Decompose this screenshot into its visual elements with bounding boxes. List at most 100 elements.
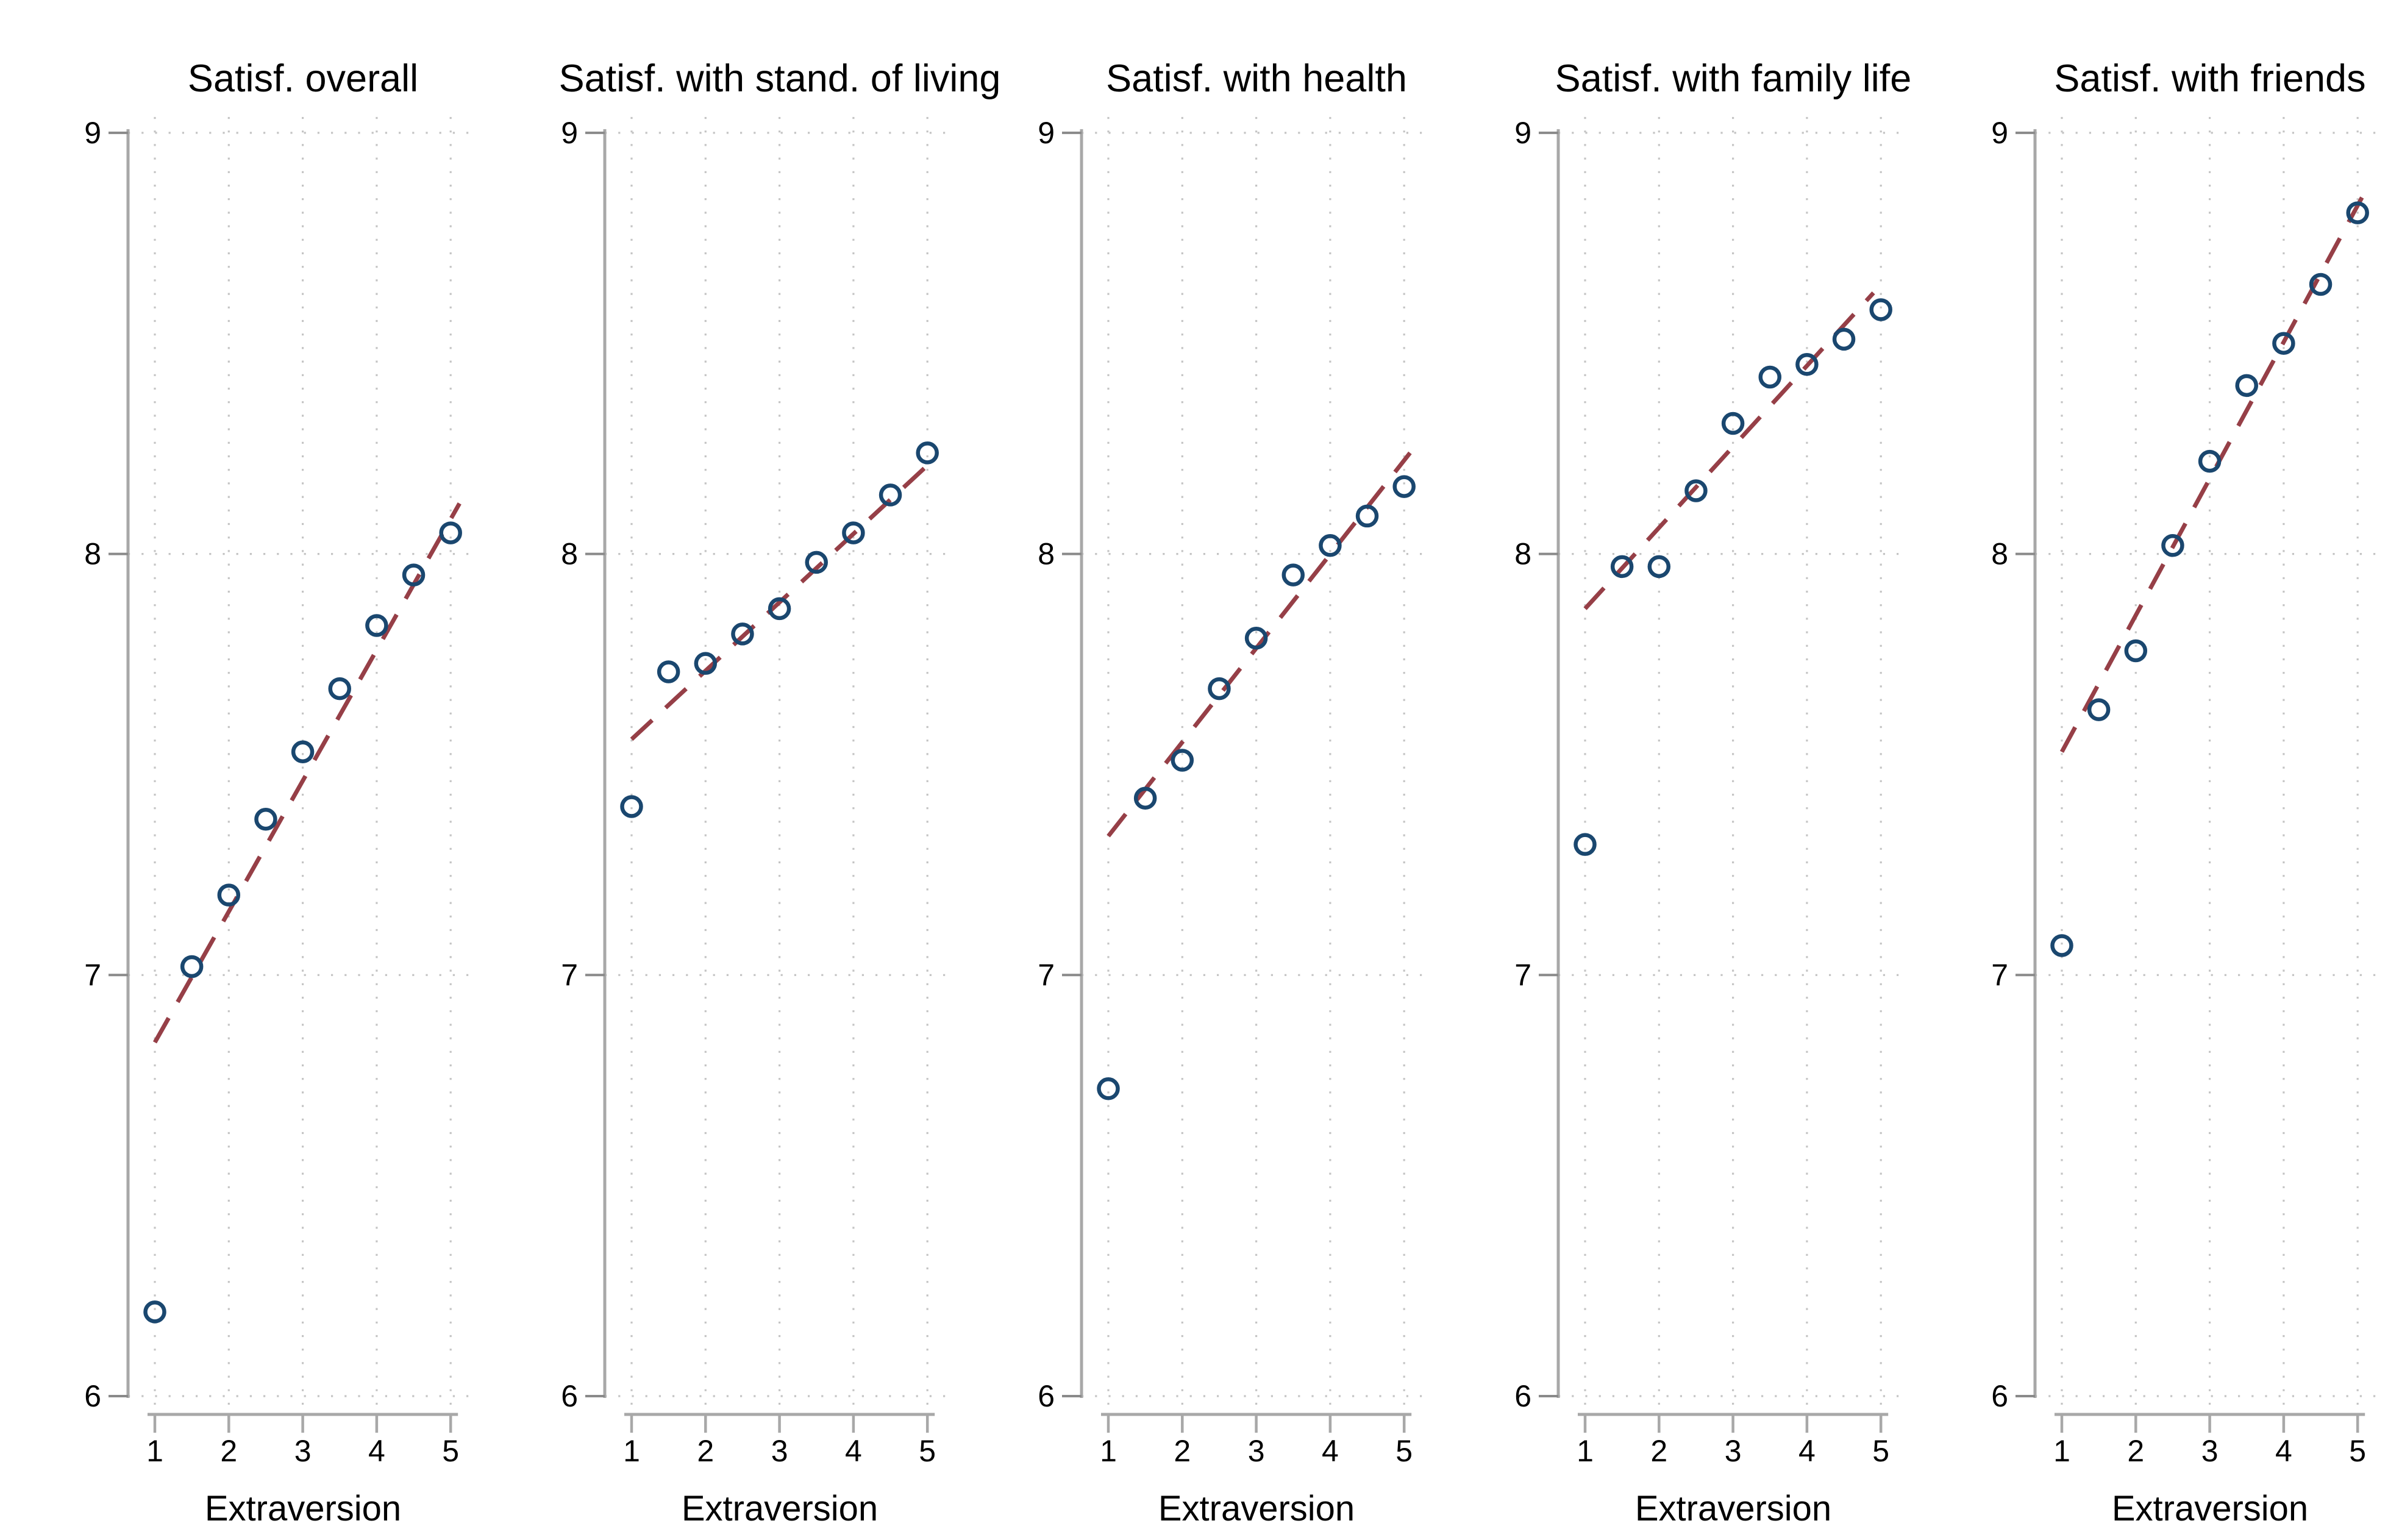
data-point (1574, 833, 1597, 856)
y-tick-label: 9 (1991, 116, 2008, 150)
data-point (1610, 555, 1634, 579)
y-tick-label: 6 (84, 1379, 101, 1413)
chart-title: Satisf. with friends (2054, 57, 2366, 100)
data-point (842, 521, 865, 544)
data-point (916, 441, 939, 465)
data-point (1133, 786, 1157, 810)
data-point (2309, 273, 2333, 296)
scatter-plot: 6 7 8 9 1 2 3 4 5 (561, 116, 955, 1468)
scatter-plot: 6 7 8 9 1 2 3 4 5 (1991, 116, 2385, 1468)
y-tick-label: 8 (1514, 537, 1531, 571)
fit-line (1107, 451, 1412, 838)
y-tick-label: 7 (1991, 958, 2008, 992)
panel-satisf-overall: Satisf. overall 6 7 8 9 1 2 3 4 5 Extraversion (2, 0, 479, 1540)
data-point (1721, 412, 1745, 435)
y-tick-label: 8 (1038, 537, 1055, 571)
data-point (1319, 534, 1342, 557)
data-point (1281, 563, 1305, 586)
data-point (805, 551, 828, 574)
y-tick-label: 6 (1038, 1379, 1055, 1413)
x-tick-label: 2 (1174, 1434, 1191, 1468)
data-point (657, 660, 680, 683)
x-tick-label: 5 (919, 1434, 936, 1468)
x-tick-label: 2 (1650, 1434, 1667, 1468)
data-point (402, 563, 426, 586)
x-axis-title: Extraversion (2111, 1489, 2309, 1528)
fit-line (1583, 291, 1875, 610)
x-tick-label: 4 (1798, 1434, 1816, 1468)
y-tick-label: 8 (561, 537, 578, 571)
data-point (1832, 327, 1856, 351)
data-point (731, 622, 754, 646)
data-point (2161, 534, 2184, 557)
y-tick-label: 6 (1991, 1379, 2008, 1413)
panel-satisf-friends: Satisf. with friends 6 7 8 9 1 2 3 4 5 Extravers… (1909, 0, 2386, 1540)
x-tick-label: 1 (146, 1434, 163, 1468)
x-tick-label: 5 (1395, 1434, 1413, 1468)
data-point (328, 677, 351, 700)
panel-satisf-family-life: Satisf. with family life 6 7 8 9 1 2 3 4 5 Extra… (1433, 0, 1912, 1540)
x-tick-label: 3 (294, 1434, 312, 1468)
x-axis-title: Extraversion (204, 1489, 402, 1528)
x-tick-label: 5 (442, 1434, 459, 1468)
data-point (1869, 298, 1892, 321)
x-axis-title: Extraversion (1634, 1489, 1832, 1528)
x-tick-label: 5 (1872, 1434, 1889, 1468)
x-tick-label: 2 (2127, 1434, 2144, 1468)
data-point (1171, 749, 1194, 772)
x-tick-label: 1 (623, 1434, 640, 1468)
y-tick-label: 6 (1514, 1379, 1531, 1413)
data-point (694, 652, 718, 675)
x-tick-label: 5 (2349, 1434, 2366, 1468)
y-tick-label: 8 (84, 537, 101, 571)
data-point (2235, 374, 2258, 397)
data-point (180, 955, 204, 979)
x-tick-label: 4 (2275, 1434, 2292, 1468)
x-tick-label: 3 (1248, 1434, 1265, 1468)
y-tick-label: 9 (1038, 116, 1055, 150)
x-tick-label: 1 (2053, 1434, 2070, 1468)
data-point (143, 1300, 166, 1324)
fit-line (152, 502, 462, 1044)
x-tick-label: 2 (697, 1434, 714, 1468)
data-point (2198, 449, 2222, 473)
y-tick-label: 8 (1991, 537, 2008, 571)
data-point (879, 483, 902, 507)
x-tick-label: 1 (1100, 1434, 1117, 1468)
x-tick-label: 3 (2201, 1434, 2219, 1468)
x-tick-label: 1 (1577, 1434, 1594, 1468)
x-axis-title: Extraversion (681, 1489, 879, 1528)
data-point (291, 740, 315, 763)
chart-title: Satisf. overall (187, 57, 419, 100)
data-point (217, 883, 241, 907)
fit-line (2059, 190, 2367, 753)
x-tick-label: 2 (220, 1434, 237, 1468)
data-point (1684, 479, 1708, 502)
x-tick-label: 3 (1725, 1434, 1742, 1468)
y-tick-label: 7 (84, 958, 101, 992)
panel-satisf-health: Satisf. with health 6 7 8 9 1 2 3 4 5 Extraversi… (956, 0, 1433, 1540)
data-point (1097, 1077, 1120, 1100)
y-tick-label: 6 (561, 1379, 578, 1413)
chart-title: Satisf. with family life (1555, 57, 1912, 100)
data-point (1647, 555, 1671, 579)
scatter-plot: 6 7 8 9 1 2 3 4 5 (1514, 116, 1908, 1468)
y-tick-label: 7 (561, 958, 578, 992)
data-point (1392, 475, 1416, 498)
data-point (1355, 504, 1379, 528)
x-tick-label: 4 (1322, 1434, 1339, 1468)
scatter-plot: 6 7 8 9 1 2 3 4 5 (1038, 116, 1431, 1468)
y-tick-label: 9 (1514, 116, 1531, 150)
data-point (2272, 332, 2295, 355)
data-point (2346, 201, 2369, 224)
data-point (254, 807, 277, 831)
data-point (1244, 626, 1268, 650)
y-tick-label: 9 (561, 116, 578, 150)
data-point (768, 597, 791, 621)
data-point (1208, 677, 1231, 700)
scatter-plot: 6 7 8 9 1 2 3 4 5 (84, 116, 478, 1468)
data-point (365, 614, 388, 637)
data-point (439, 521, 462, 544)
